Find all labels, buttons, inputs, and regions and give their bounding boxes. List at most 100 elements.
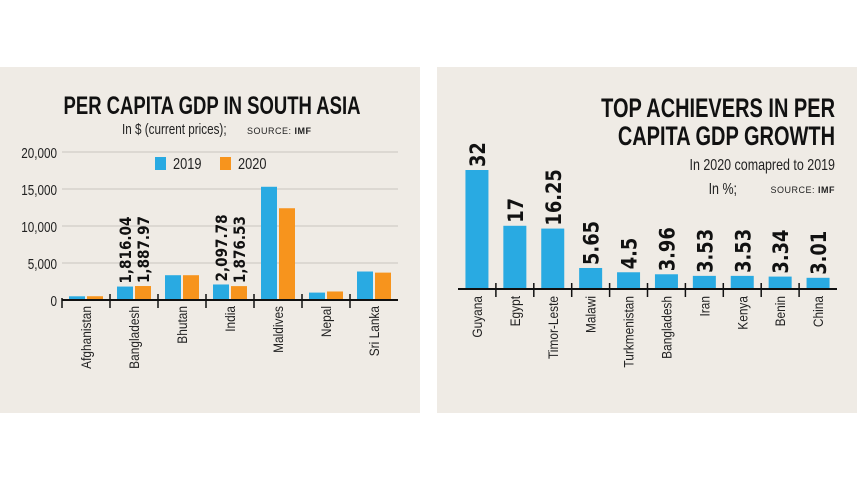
value-label-group: 4.5 — [617, 238, 642, 270]
bar-china — [806, 277, 830, 289]
value-label: 1,876.53 — [231, 216, 249, 283]
legend-label-2019: 2019 — [173, 156, 201, 174]
right-source-label: SOURCE: — [770, 185, 815, 195]
y-tick-label: 0 — [50, 293, 57, 310]
y-tick-label: 20,000 — [21, 145, 57, 162]
left-panel-background — [0, 67, 420, 413]
y-tick-label: 10,000 — [21, 219, 57, 236]
category-label-group: Bangladesh — [126, 306, 142, 369]
value-label-group: 3.96 — [655, 227, 680, 271]
bar-2020-bangladesh — [135, 286, 151, 300]
left-source-label: SOURCE: — [247, 126, 292, 136]
bar-2020-nepal — [327, 291, 343, 300]
category-label-group: Sri Lanka — [366, 305, 382, 356]
right-chart-subtitle: In 2020 comapred to 2019 — [689, 157, 835, 175]
y-tick-label-group: 5,000 — [28, 256, 57, 273]
bar-malawi — [579, 267, 603, 289]
value-label-group: 3.34 — [769, 230, 794, 274]
category-label: Egypt — [507, 296, 523, 327]
category-label-group: Benin — [772, 296, 788, 326]
value-label: 3.96 — [655, 227, 680, 271]
value-label-group: 16.25 — [541, 169, 566, 225]
category-label-group: Guyana — [469, 295, 485, 337]
right-chart-title-line-1: TOP ACHIEVERS IN PER — [601, 93, 835, 124]
bar-2019-india — [213, 284, 229, 300]
value-label: 17 — [503, 198, 528, 223]
right-source-value: IMF — [818, 185, 835, 195]
bar-2020-sri-lanka — [375, 272, 391, 300]
bar-turkmenistan — [617, 272, 641, 289]
category-label-group: Kenya — [734, 295, 750, 329]
bar-2019-sri-lanka — [357, 271, 373, 300]
category-label: Bangladesh — [659, 296, 675, 359]
category-label-group: Egypt — [507, 296, 523, 327]
y-tick-label-group: 10,000 — [21, 219, 57, 236]
bar-2019-nepal — [309, 292, 325, 300]
category-label: Bhutan — [174, 306, 190, 344]
right-source: SOURCE: IMF — [770, 185, 835, 195]
bar-benin — [768, 276, 792, 289]
legend-swatch-2019 — [155, 157, 166, 170]
value-label-group: 17 — [503, 198, 528, 223]
bar-2019-bhutan — [165, 275, 181, 300]
category-label-group: Bangladesh — [659, 296, 675, 359]
bar-iran — [692, 275, 716, 289]
right-chart-plot: 32 Guyana 17 Egypt 16.25 Timor-Leste 5.65 Malaw… — [458, 142, 837, 368]
category-label-group: Iran — [696, 296, 712, 316]
value-label-group: 1,887.97 — [135, 216, 153, 283]
bar-2019-bangladesh — [117, 286, 133, 300]
value-label: 3.01 — [807, 231, 832, 275]
category-label: Kenya — [734, 295, 750, 329]
category-label-group: Turkmenistan — [621, 296, 637, 368]
value-label-group: 5.65 — [579, 221, 604, 265]
left-subtitle-text: In $ (current prices); — [122, 121, 227, 138]
bar-2020-maldives — [279, 208, 295, 300]
category-label-group: Timor-Leste — [545, 296, 561, 359]
category-label: Timor-Leste — [545, 296, 561, 359]
value-label: 2,097.78 — [213, 214, 231, 281]
y-tick-label-group: 15,000 — [21, 182, 57, 199]
value-label-group: 3.53 — [731, 229, 756, 273]
category-label-group: Bhutan — [174, 306, 190, 344]
category-label: Bangladesh — [126, 306, 142, 369]
category-label: Sri Lanka — [366, 305, 382, 356]
category-label-group: Malawi — [583, 296, 599, 333]
value-label-group: 1,816.04 — [117, 217, 135, 284]
right-chart-unit: In %; — [709, 181, 737, 199]
value-label: 3.53 — [693, 229, 718, 273]
value-label: 3.53 — [731, 229, 756, 273]
category-label: Afghanistan — [78, 306, 94, 369]
category-label: Benin — [772, 296, 788, 326]
bar-timor-leste — [541, 228, 565, 289]
value-label-group: 3.01 — [807, 231, 832, 275]
left-source: SOURCE: IMF — [247, 126, 312, 136]
left-chart-title: PER CAPITA GDP IN SOUTH ASIA — [64, 91, 361, 119]
y-tick-label-group: 20,000 — [21, 145, 57, 162]
y-tick-label: 5,000 — [28, 256, 57, 273]
category-label: Maldives — [270, 306, 286, 353]
value-label: 3.34 — [769, 230, 794, 274]
bar-2020-india — [231, 286, 247, 300]
category-label-group: Nepal — [318, 306, 334, 337]
value-label-group: 2,097.78 — [213, 214, 231, 281]
value-label-group: 32 — [466, 142, 491, 167]
y-tick-label-group: 0 — [50, 293, 57, 310]
bar-2020-afghanistan — [87, 296, 103, 300]
category-label-group: Maldives — [270, 306, 286, 353]
category-label: China — [810, 295, 826, 327]
bar-2019-maldives — [261, 186, 277, 300]
bar-guyana — [465, 170, 489, 289]
y-tick-label: 15,000 — [21, 182, 57, 199]
right-chart-title-line-2: CAPITA GDP GROWTH — [618, 121, 835, 152]
category-label-group: India — [222, 305, 238, 332]
value-label: 1,816.04 — [117, 217, 135, 284]
bar-2020-bhutan — [183, 275, 199, 300]
value-label-group: 3.53 — [693, 229, 718, 273]
category-label: Iran — [696, 296, 712, 316]
category-label: Turkmenistan — [621, 296, 637, 368]
value-label: 5.65 — [579, 221, 604, 265]
value-label: 1,887.97 — [135, 216, 153, 283]
left-source-value: IMF — [295, 126, 312, 136]
value-label: 32 — [466, 142, 491, 167]
